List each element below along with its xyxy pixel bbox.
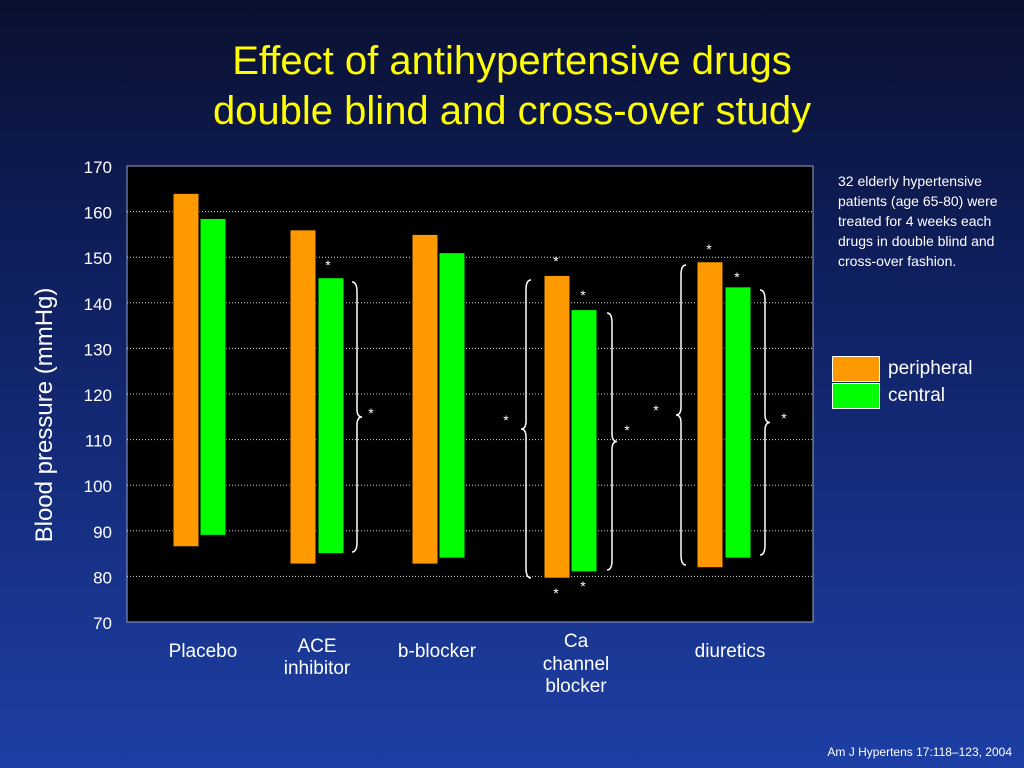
legend-item-central: central xyxy=(832,382,973,409)
y-tick-label: 160 xyxy=(84,204,112,223)
x-category-label: b-blocker xyxy=(398,641,477,662)
star-diuretics-left-brace: * xyxy=(653,402,659,418)
bar-central-4 xyxy=(724,286,752,559)
bar-peripheral-3 xyxy=(543,274,571,579)
y-tick-label: 90 xyxy=(93,523,112,542)
x-category-label: Placebo xyxy=(169,641,238,662)
bar-central-3 xyxy=(570,309,598,573)
x-category-label: ACE xyxy=(297,636,336,657)
legend-swatch-peripheral xyxy=(832,355,880,382)
y-tick-label: 100 xyxy=(84,477,112,496)
brace-ace-central xyxy=(351,281,363,553)
y-tick-label: 110 xyxy=(85,432,112,451)
chart-title: Effect of antihypertensive drugs double … xyxy=(0,36,1024,136)
legend-label-peripheral: peripheral xyxy=(888,357,973,379)
legend-label-central: central xyxy=(888,384,946,406)
y-tick-label: 170 xyxy=(84,158,112,177)
x-category-label: diuretics xyxy=(695,641,766,662)
star-ca-left-brace: * xyxy=(503,412,509,428)
brace-diuretics-peripheral xyxy=(675,264,687,566)
bar-peripheral-0 xyxy=(172,192,200,548)
star-ca-central-top: * xyxy=(580,287,586,303)
y-tick-label: 70 xyxy=(93,614,112,633)
significance-annotations: * * * * * * * * * * * * xyxy=(325,241,787,601)
star-ca-peripheral-top: * xyxy=(553,253,559,269)
star-ca-peripheral-bottom: * xyxy=(553,585,559,601)
legend: peripheral central xyxy=(832,355,973,409)
study-note: 32 elderly hypertensive patients (age 65… xyxy=(838,173,998,269)
x-category-label: blocker xyxy=(545,676,607,697)
star-ca-right-brace: * xyxy=(624,422,630,438)
x-category-label: channel xyxy=(543,654,610,675)
brace-ca-peripheral xyxy=(520,279,532,579)
y-tick-labels: 70 80 90 100 110 120 130 140 150 160 170 xyxy=(84,158,112,633)
x-category-label: inhibitor xyxy=(284,658,351,679)
star-ace-brace: * xyxy=(368,405,374,421)
bars xyxy=(172,192,752,579)
star-ca-central-bottom: * xyxy=(580,578,586,594)
brace-diuretics-central xyxy=(759,289,771,556)
gridlines xyxy=(127,211,813,577)
bar-peripheral-1 xyxy=(289,229,317,565)
bar-peripheral-2 xyxy=(411,233,439,565)
bar-peripheral-4 xyxy=(696,261,724,569)
y-axis-label: Blood pressure (mmHg) xyxy=(31,288,58,543)
y-tick-label: 130 xyxy=(84,340,112,359)
bar-central-0 xyxy=(199,217,227,536)
y-tick-label: 150 xyxy=(84,249,112,268)
y-tick-label: 80 xyxy=(93,568,112,587)
star-diuretics-peripheral-top: * xyxy=(706,241,712,257)
brace-ca-central xyxy=(606,312,618,571)
star-ace-central-top: * xyxy=(325,257,331,273)
title-line-1: Effect of antihypertensive drugs xyxy=(232,39,792,83)
legend-swatch-central xyxy=(832,382,880,409)
title-line-2: double blind and cross-over study xyxy=(212,89,812,133)
y-tick-label: 140 xyxy=(84,295,112,314)
source-citation: Am J Hypertens 17:118–123, 2004 xyxy=(827,745,1012,759)
y-tick-label: 120 xyxy=(84,386,112,405)
x-category-label: Ca xyxy=(564,631,589,652)
legend-item-peripheral: peripheral xyxy=(832,355,973,382)
bar-central-1 xyxy=(317,277,345,555)
bar-central-2 xyxy=(438,252,466,559)
star-diuretics-central-top: * xyxy=(734,269,740,285)
star-diuretics-right-brace: * xyxy=(781,410,787,426)
